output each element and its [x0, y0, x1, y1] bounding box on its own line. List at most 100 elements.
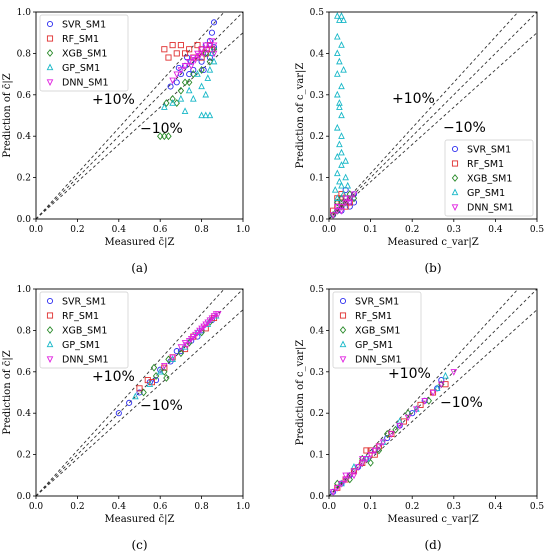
y-tick-label: 0.0 [310, 492, 325, 502]
point-dnn-sm1 [450, 369, 458, 376]
point-svr-sm1 [186, 71, 193, 78]
point-gp-sm1 [333, 123, 341, 131]
point-gp-sm1 [169, 355, 176, 363]
x-tick-label: 0.0 [29, 225, 44, 235]
x-axis-label: Measured c_var|Z [387, 237, 478, 248]
y-axis-label: Prediction of c_var|Z [295, 340, 306, 446]
point-gp-sm1 [202, 111, 210, 119]
point-dnn-sm1 [194, 329, 201, 337]
point-dnn-sm1 [333, 208, 341, 215]
point-dnn-sm1 [214, 311, 222, 318]
point-dnn-sm1 [185, 338, 193, 345]
point-xgb-sm1 [177, 349, 185, 358]
point-gp-sm1 [336, 140, 343, 148]
point-dnn-sm1 [161, 362, 168, 370]
data-points [329, 369, 458, 496]
reference-line-minus10 [329, 32, 537, 219]
point-gp-sm1 [206, 111, 214, 119]
point-dnn-sm1 [342, 476, 349, 484]
point-dnn-sm1 [371, 447, 379, 455]
legend-label: DNN_SM1 [355, 355, 402, 366]
point-dnn-sm1 [346, 195, 354, 203]
point-gp-sm1 [198, 82, 205, 90]
point-dnn-sm1 [173, 71, 181, 79]
legend-label: RF_SM1 [355, 311, 392, 322]
x-tick-label: 1.0 [236, 225, 251, 235]
point-dnn-sm1 [367, 451, 374, 459]
legend-label: SVR_SM1 [355, 297, 399, 308]
legend-label: XGB_SM1 [62, 326, 107, 337]
legend-label: XGB_SM1 [62, 49, 107, 60]
point-rf-sm1 [136, 385, 143, 392]
point-dnn-sm1 [181, 340, 189, 347]
annotation-minus10: −10% [140, 121, 183, 137]
y-tick-label: 1.0 [17, 285, 32, 295]
point-dnn-sm1 [202, 321, 210, 329]
point-dnn-sm1 [363, 456, 370, 463]
point-gp-sm1 [433, 384, 441, 392]
point-gp-sm1 [333, 152, 341, 160]
point-dnn-sm1 [333, 203, 341, 211]
point-rf-sm1 [161, 364, 168, 371]
point-rf-sm1 [161, 46, 168, 53]
x-tick-label: 0.2 [70, 225, 84, 235]
legend-marker-rf-sm1 [46, 312, 54, 319]
point-dnn-sm1 [329, 489, 337, 496]
annotation-minus10: −10% [443, 120, 486, 136]
point-dnn-sm1 [421, 398, 429, 405]
point-dnn-sm1 [379, 439, 387, 447]
point-rf-sm1 [169, 42, 176, 49]
point-gp-sm1 [338, 132, 345, 139]
point-dnn-sm1 [187, 336, 195, 343]
point-dnn-sm1 [342, 199, 349, 207]
point-gp-sm1 [342, 157, 349, 164]
y-axis-label: Prediction of c_var|Z [295, 63, 306, 169]
reference-line-plus10 [329, 12, 519, 219]
point-dnn-sm1 [338, 208, 345, 215]
annotation-plus10: +10% [92, 92, 135, 108]
legend-marker-dnn-sm1 [46, 356, 54, 364]
point-gp-sm1 [340, 65, 347, 73]
y-tick-label: 0.5 [310, 285, 325, 295]
annotation-plus10: +10% [392, 91, 435, 107]
point-rf-sm1 [194, 42, 201, 49]
point-gp-sm1 [132, 392, 139, 400]
point-svr-sm1 [200, 66, 207, 74]
annotation-minus10: −10% [440, 395, 483, 411]
legend-marker-dnn-sm1 [451, 204, 459, 212]
point-gp-sm1 [338, 161, 345, 168]
legend-label: GP_SM1 [355, 340, 393, 351]
legend-label: XGB_SM1 [355, 326, 400, 337]
point-dnn-sm1 [194, 50, 201, 58]
point-gp-sm1 [210, 57, 218, 65]
y-tick-label: 1.0 [17, 8, 32, 18]
x-tick-label: 0.1 [363, 502, 377, 512]
reference-line-identity [36, 12, 243, 219]
legend-box [444, 139, 534, 217]
point-gp-sm1 [333, 194, 341, 201]
y-tick-label: 0.1 [310, 451, 324, 461]
legend-marker-gp-sm1 [339, 340, 347, 348]
chart-panel-d: 0.0 0.1 0.2 0.3 0.4 0.5 0.0 0.1 0.2 0.3 0.4 0.5 Meas… [295, 285, 544, 552]
point-dnn-sm1 [192, 56, 199, 64]
point-rf-sm1 [144, 377, 151, 384]
legend: SVR_SM1 RF_SM1 XGB_SM1 GP_SM1 DNN_SM1 [332, 291, 422, 369]
point-gp-sm1 [333, 49, 341, 57]
point-xgb-sm1 [181, 78, 189, 87]
point-dnn-sm1 [350, 191, 358, 199]
legend-label: XGB_SM1 [467, 174, 512, 185]
point-xgb-sm1 [198, 66, 205, 74]
point-gp-sm1 [208, 49, 216, 57]
point-dnn-sm1 [358, 456, 366, 463]
point-svr-sm1 [153, 377, 160, 384]
legend-marker-gp-sm1 [46, 340, 54, 348]
point-dnn-sm1 [200, 50, 207, 58]
point-gp-sm1 [338, 111, 345, 119]
point-dnn-sm1 [185, 59, 193, 66]
legend-label: DNN_SM1 [467, 203, 514, 214]
point-dnn-sm1 [196, 327, 203, 335]
point-gp-sm1 [177, 94, 185, 102]
x-tick-label: 0.3 [447, 502, 462, 512]
legend-marker-xgb-sm1 [451, 174, 459, 182]
